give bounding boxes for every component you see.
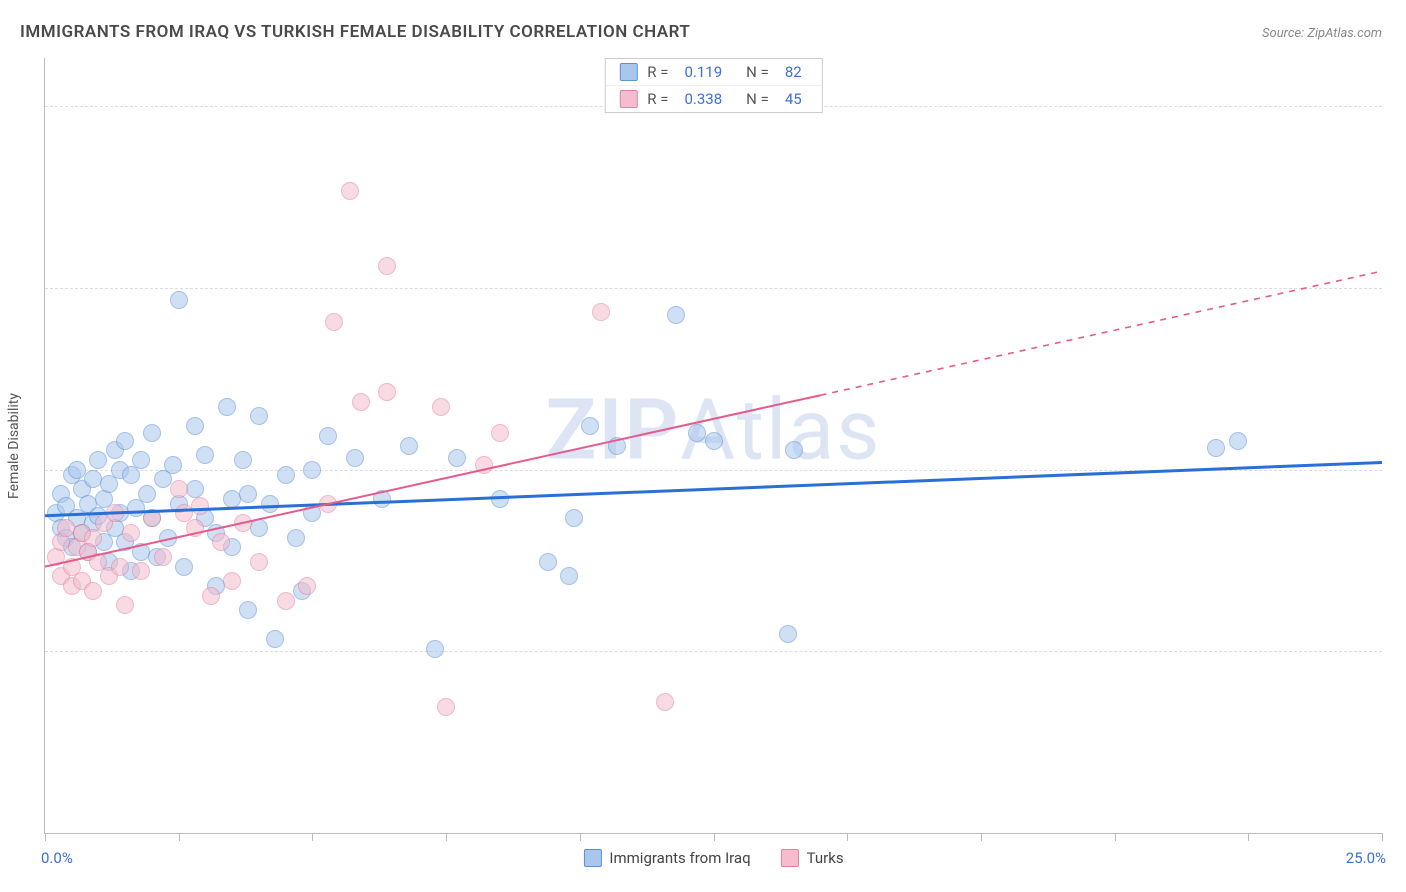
y-tick-label: 22.5% [1392, 279, 1406, 297]
source-attribution: Source: ZipAtlas.com [1262, 26, 1382, 41]
x-tick [446, 833, 447, 841]
stats-row-iraq: R = 0.119 N = 82 [605, 59, 821, 85]
y-axis-label: Female Disability [6, 393, 22, 499]
chart-title: IMMIGRANTS FROM IRAQ VS TURKISH FEMALE D… [20, 22, 690, 42]
chart-container: IMMIGRANTS FROM IRAQ VS TURKISH FEMALE D… [0, 0, 1406, 892]
x-axis-min-label: 0.0% [41, 849, 73, 867]
legend-item-turks: Turks [781, 849, 844, 867]
x-tick [1248, 833, 1249, 841]
x-tick [847, 833, 848, 841]
x-tick [714, 833, 715, 841]
n-value: 45 [785, 90, 802, 108]
trend-line-turks [45, 395, 820, 566]
trend-line-iraq [45, 462, 1382, 515]
y-tick-label: 7.5% [1392, 642, 1406, 660]
legend-item-iraq: Immigrants from Iraq [583, 849, 750, 867]
x-tick [45, 833, 46, 841]
x-axis-max-label: 25.0% [1346, 849, 1386, 867]
n-label: N = [746, 63, 769, 81]
series-legend: Immigrants from Iraq Turks [583, 849, 843, 867]
correlation-stats-box: R = 0.119 N = 82 R = 0.338 N = 45 [604, 58, 822, 113]
legend-swatch-turks [619, 90, 637, 108]
x-tick [1115, 833, 1116, 841]
r-value: 0.338 [684, 90, 722, 108]
stats-row-turks: R = 0.338 N = 45 [605, 85, 821, 112]
legend-swatch-iraq [619, 63, 637, 81]
legend-label: Turks [807, 849, 844, 867]
x-tick [179, 833, 180, 841]
trend-line-turks-extrapolated [820, 271, 1382, 395]
trend-lines [45, 58, 1382, 833]
legend-swatch-iraq [583, 849, 601, 867]
legend-label: Immigrants from Iraq [609, 849, 750, 867]
n-label: N = [746, 90, 769, 108]
r-label: R = [647, 90, 668, 108]
r-value: 0.119 [684, 63, 722, 81]
n-value: 82 [785, 63, 802, 81]
x-tick [580, 833, 581, 841]
r-label: R = [647, 63, 668, 81]
legend-swatch-turks [781, 849, 799, 867]
x-tick [981, 833, 982, 841]
x-tick [1382, 833, 1383, 841]
x-tick [312, 833, 313, 841]
plot-frame: ZIPAtlas 7.5%22.5% R =0.119N =82R =0.338… [44, 58, 1382, 834]
